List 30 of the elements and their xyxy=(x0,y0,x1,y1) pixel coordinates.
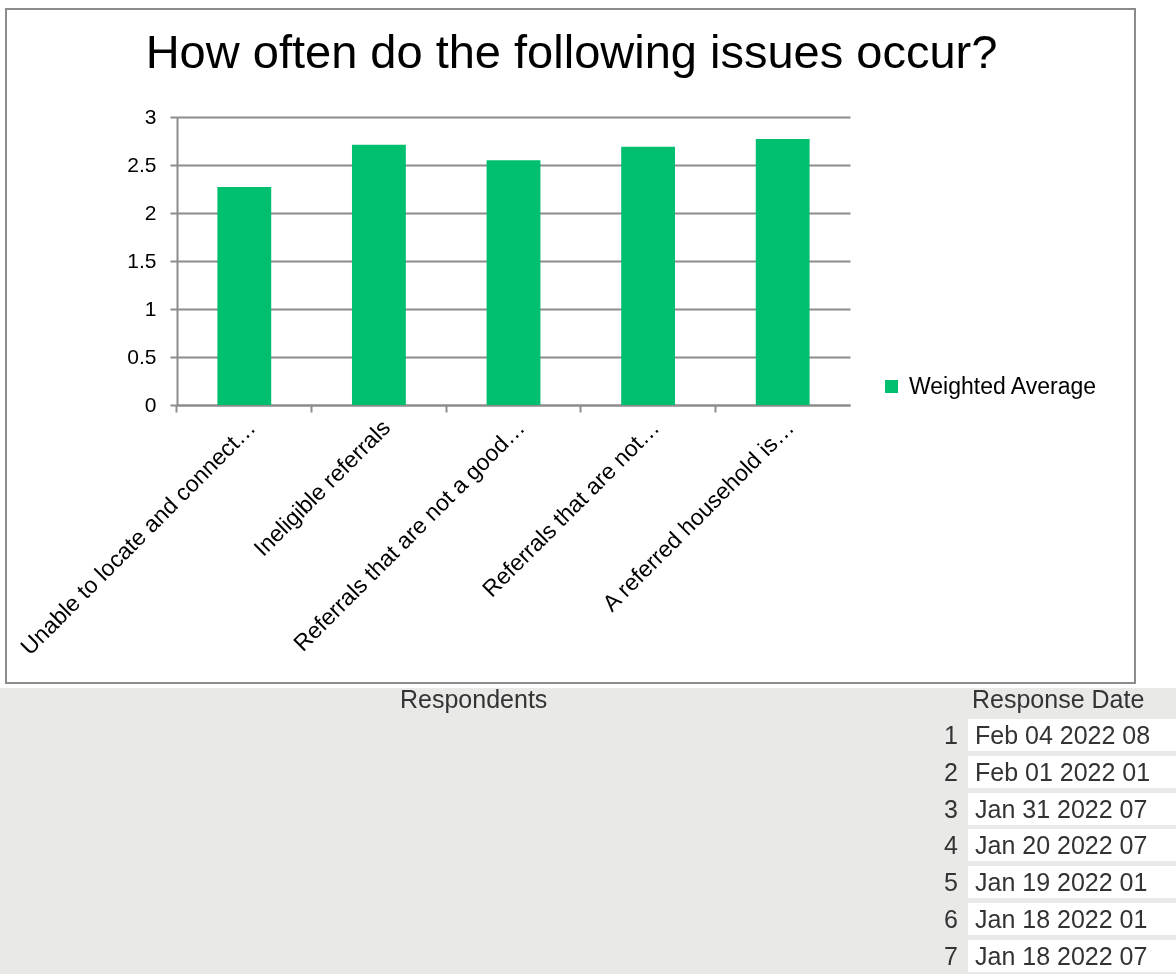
text: Feb 04 2022 08 xyxy=(968,719,1176,751)
text: Feb 01 2022 01 xyxy=(968,755,1176,788)
text: Jan 18 2022 07 xyxy=(968,939,1176,972)
text: 3 xyxy=(943,793,958,825)
legend-label: Weighted Average xyxy=(909,372,1097,399)
text: Jan 20 2022 07 xyxy=(968,829,1176,862)
text: Respondents xyxy=(400,684,548,715)
text: 7 xyxy=(943,940,958,972)
text: Jan 18 2022 01 xyxy=(968,903,1176,935)
bar xyxy=(217,187,272,405)
y-tick-label: 1 xyxy=(144,296,157,320)
chart-title: How often do the following issues occur? xyxy=(145,25,998,78)
y-tick-label: 0 xyxy=(144,392,157,416)
text: 6 xyxy=(943,904,958,935)
y-tick-label: 2.5 xyxy=(127,152,157,176)
text: 1 xyxy=(943,720,958,751)
y-tick-label: 1.5 xyxy=(127,248,157,272)
bar xyxy=(621,146,676,405)
y-tick-label: 3 xyxy=(144,104,157,128)
text: 5 xyxy=(943,867,958,899)
bar xyxy=(351,144,406,405)
text: Jan 19 2022 01 xyxy=(968,866,1176,899)
text: 4 xyxy=(943,830,958,862)
y-tick-label: 0.5 xyxy=(127,344,157,368)
y-tick-label: 2 xyxy=(144,200,157,224)
text: Response Date xyxy=(972,684,1145,715)
bar xyxy=(755,139,810,405)
text: Jan 31 2022 07 xyxy=(968,792,1176,825)
text: 2 xyxy=(943,756,958,788)
bar xyxy=(486,160,541,405)
